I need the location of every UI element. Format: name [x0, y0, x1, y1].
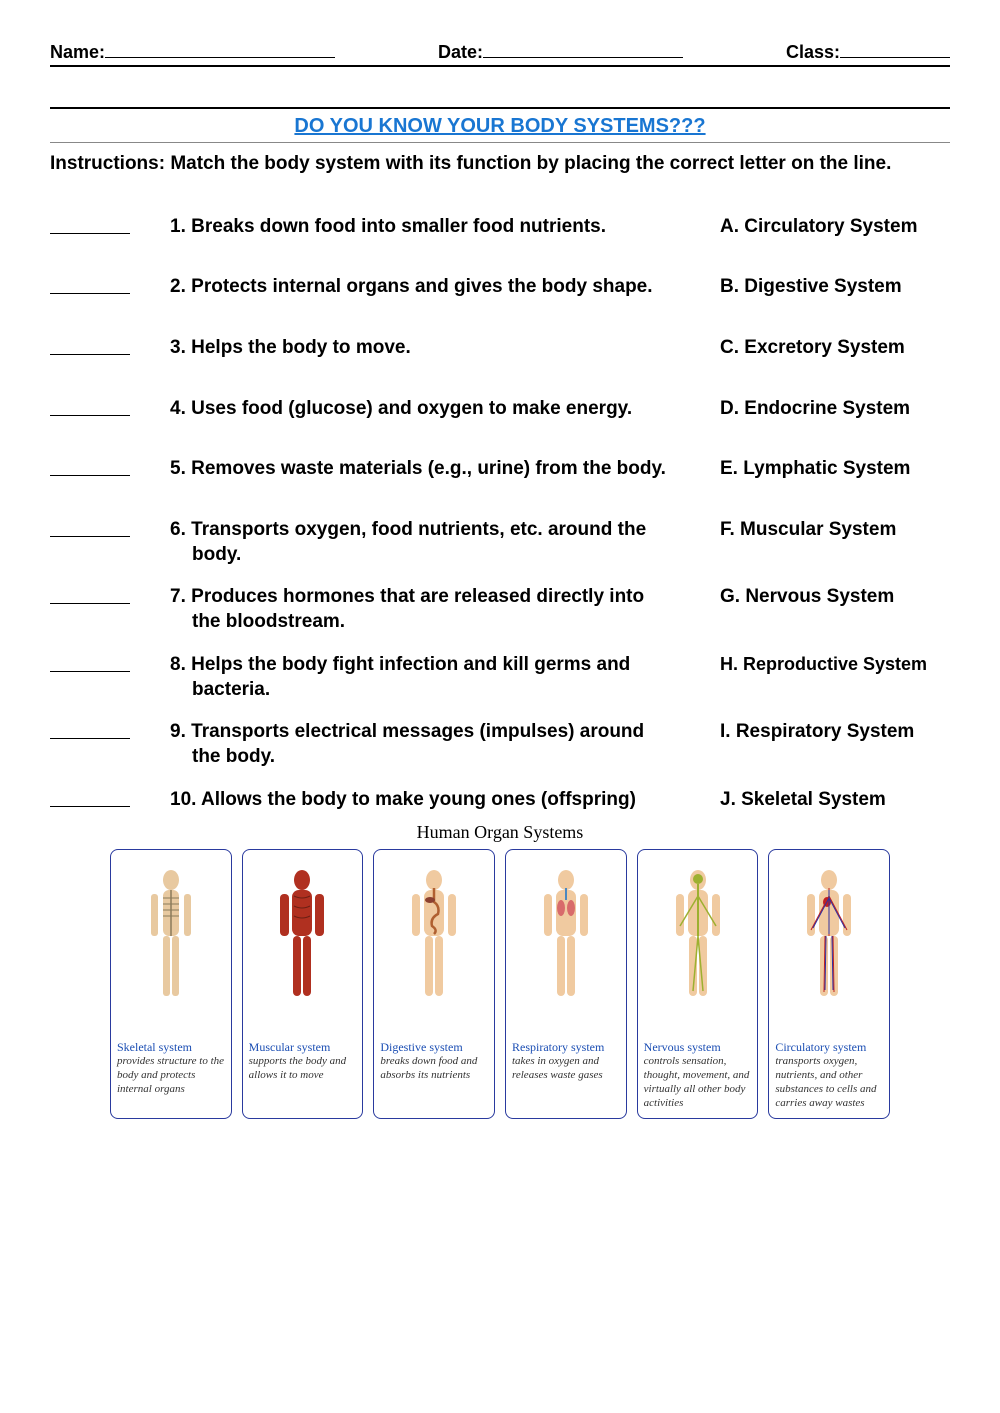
- system-caption: Muscular system supports the body and al…: [249, 1040, 357, 1083]
- question-text: 6. Transports oxygen, food nutrients, et…: [170, 518, 720, 567]
- answer-option: J. Skeletal System: [720, 788, 950, 813]
- system-caption: Nervous system controls sensation, thoug…: [644, 1040, 752, 1110]
- name-label: Name:: [50, 42, 105, 63]
- match-row: 9. Transports electrical messages (impul…: [50, 720, 950, 769]
- body-figure-nervous: [644, 856, 752, 1036]
- system-caption: Respiratory system takes in oxygen and r…: [512, 1040, 620, 1083]
- system-card: Skeletal system provides structure to th…: [110, 849, 232, 1119]
- date-field[interactable]: Date:: [438, 40, 683, 63]
- matching-section: 1. Breaks down food into smaller food nu…: [50, 215, 950, 815]
- answer-option: G. Nervous System: [720, 585, 950, 610]
- answer-blank[interactable]: [50, 518, 140, 545]
- answer-option: E. Lymphatic System: [720, 457, 950, 482]
- match-row: 6. Transports oxygen, food nutrients, et…: [50, 518, 950, 567]
- question-text: 10. Allows the body to make young ones (…: [170, 788, 720, 813]
- match-row: 3. Helps the body to move. C. Excretory …: [50, 336, 950, 363]
- question-text: 8. Helps the body fight infection and ki…: [170, 653, 720, 702]
- date-blank[interactable]: [483, 40, 683, 58]
- body-figure-muscular: [249, 856, 357, 1036]
- date-label: Date:: [438, 42, 483, 63]
- answer-blank[interactable]: [50, 788, 140, 815]
- match-row: 1. Breaks down food into smaller food nu…: [50, 215, 950, 242]
- question-text: 4. Uses food (glucose) and oxygen to mak…: [170, 397, 720, 422]
- match-row: 5. Removes waste materials (e.g., urine)…: [50, 457, 950, 484]
- instructions: Instructions: Match the body system with…: [50, 151, 950, 177]
- answer-blank[interactable]: [50, 215, 140, 242]
- body-figure-skeletal: [117, 856, 225, 1036]
- system-caption: Skeletal system provides structure to th…: [117, 1040, 225, 1096]
- class-label: Class:: [786, 42, 840, 63]
- match-row: 2. Protects internal organs and gives th…: [50, 275, 950, 302]
- answer-blank[interactable]: [50, 336, 140, 363]
- answer-blank[interactable]: [50, 720, 140, 747]
- class-field[interactable]: Class:: [786, 40, 950, 63]
- question-text: 7. Produces hormones that are released d…: [170, 585, 720, 634]
- match-row: 7. Produces hormones that are released d…: [50, 585, 950, 634]
- body-figure-respiratory: [512, 856, 620, 1036]
- question-text: 2. Protects internal organs and gives th…: [170, 275, 720, 300]
- name-field[interactable]: Name:: [50, 40, 335, 63]
- title-block: DO YOU KNOW YOUR BODY SYSTEMS???: [50, 107, 950, 143]
- answer-option: D. Endocrine System: [720, 397, 950, 422]
- answer-option: C. Excretory System: [720, 336, 950, 361]
- diagram-title: Human Organ Systems: [50, 822, 950, 843]
- system-card: Nervous system controls sensation, thoug…: [637, 849, 759, 1119]
- body-figure-circulatory: [775, 856, 883, 1036]
- answer-blank[interactable]: [50, 585, 140, 612]
- match-row: 8. Helps the body fight infection and ki…: [50, 653, 950, 702]
- worksheet-title: DO YOU KNOW YOUR BODY SYSTEMS???: [50, 109, 950, 142]
- body-figure-digestive: [380, 856, 488, 1036]
- match-row: 10. Allows the body to make young ones (…: [50, 788, 950, 815]
- answer-option: A. Circulatory System: [720, 215, 950, 240]
- system-card: Circulatory system transports oxygen, nu…: [768, 849, 890, 1119]
- answer-blank[interactable]: [50, 397, 140, 424]
- name-blank[interactable]: [105, 40, 335, 58]
- question-text: 1. Breaks down food into smaller food nu…: [170, 215, 720, 240]
- answer-blank[interactable]: [50, 457, 140, 484]
- system-caption: Digestive system breaks down food and ab…: [380, 1040, 488, 1083]
- question-text: 5. Removes waste materials (e.g., urine)…: [170, 457, 720, 482]
- question-text: 3. Helps the body to move.: [170, 336, 720, 361]
- diagram-row: Skeletal system provides structure to th…: [50, 849, 950, 1119]
- answer-option: F. Muscular System: [720, 518, 950, 543]
- class-blank[interactable]: [840, 40, 950, 58]
- system-card: Digestive system breaks down food and ab…: [373, 849, 495, 1119]
- match-row: 4. Uses food (glucose) and oxygen to mak…: [50, 397, 950, 424]
- answer-option: B. Digestive System: [720, 275, 950, 300]
- question-text: 9. Transports electrical messages (impul…: [170, 720, 720, 769]
- answer-blank[interactable]: [50, 653, 140, 680]
- system-card: Muscular system supports the body and al…: [242, 849, 364, 1119]
- header-row: Name: Date: Class:: [50, 40, 950, 67]
- system-caption: Circulatory system transports oxygen, nu…: [775, 1040, 883, 1110]
- system-card: Respiratory system takes in oxygen and r…: [505, 849, 627, 1119]
- answer-option: I. Respiratory System: [720, 720, 950, 745]
- answer-blank[interactable]: [50, 275, 140, 302]
- answer-option: H. Reproductive System: [720, 653, 950, 676]
